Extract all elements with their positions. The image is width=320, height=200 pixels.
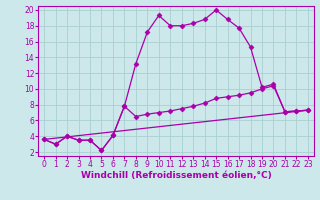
X-axis label: Windchill (Refroidissement éolien,°C): Windchill (Refroidissement éolien,°C): [81, 171, 271, 180]
